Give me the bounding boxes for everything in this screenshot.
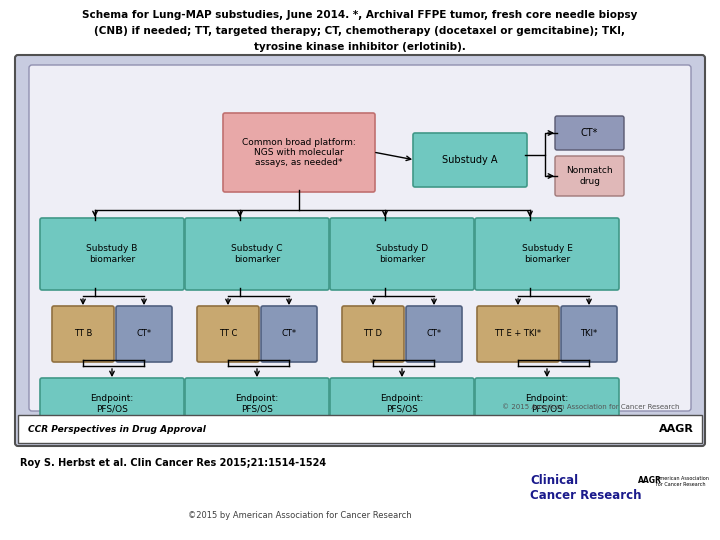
Text: TKI*: TKI* (580, 329, 598, 339)
FancyBboxPatch shape (223, 113, 375, 192)
Text: TT D: TT D (364, 329, 382, 339)
Text: Nonmatch
drug: Nonmatch drug (566, 166, 613, 186)
Text: Substudy C
biomarker: Substudy C biomarker (231, 244, 283, 264)
Text: CT*: CT* (426, 329, 441, 339)
Text: CT*: CT* (581, 128, 598, 138)
FancyBboxPatch shape (477, 306, 559, 362)
FancyBboxPatch shape (29, 65, 691, 411)
FancyBboxPatch shape (15, 55, 705, 446)
FancyBboxPatch shape (342, 306, 404, 362)
Text: AAGR: AAGR (638, 476, 662, 485)
Text: Roy S. Herbst et al. Clin Cancer Res 2015;21:1514-1524: Roy S. Herbst et al. Clin Cancer Res 201… (20, 458, 326, 468)
FancyBboxPatch shape (475, 378, 619, 430)
Text: Substudy E
biomarker: Substudy E biomarker (521, 244, 572, 264)
Text: Substudy A: Substudy A (442, 155, 498, 165)
FancyBboxPatch shape (475, 218, 619, 290)
FancyBboxPatch shape (185, 378, 329, 430)
FancyBboxPatch shape (185, 218, 329, 290)
Text: tyrosine kinase inhibitor (erlotinib).: tyrosine kinase inhibitor (erlotinib). (254, 42, 466, 52)
FancyBboxPatch shape (330, 378, 474, 430)
Text: (CNB) if needed; TT, targeted therapy; CT, chemotherapy (docetaxel or gemcitabin: (CNB) if needed; TT, targeted therapy; C… (94, 26, 626, 36)
Text: CCR Perspectives in Drug Approval: CCR Perspectives in Drug Approval (28, 424, 206, 434)
FancyBboxPatch shape (40, 378, 184, 430)
Text: Endpoint:
PFS/OS: Endpoint: PFS/OS (380, 394, 423, 414)
FancyBboxPatch shape (116, 306, 172, 362)
Text: Clinical
Cancer Research: Clinical Cancer Research (530, 474, 642, 502)
Text: Endpoint:
PFS/OS: Endpoint: PFS/OS (235, 394, 279, 414)
Text: TT C: TT C (219, 329, 237, 339)
Text: CT*: CT* (136, 329, 152, 339)
FancyBboxPatch shape (406, 306, 462, 362)
Text: ©2015 by American Association for Cancer Research: ©2015 by American Association for Cancer… (188, 511, 412, 520)
FancyBboxPatch shape (52, 306, 114, 362)
Text: TT E + TKI*: TT E + TKI* (495, 329, 541, 339)
FancyBboxPatch shape (261, 306, 317, 362)
FancyBboxPatch shape (561, 306, 617, 362)
Text: Common broad platform:
NGS with molecular
assays, as needed*: Common broad platform: NGS with molecula… (242, 138, 356, 167)
Text: Endpoint:
PFS/OS: Endpoint: PFS/OS (526, 394, 569, 414)
Text: Schema for Lung-MAP substudies, June 2014. *, Archival FFPE tumor, fresh core ne: Schema for Lung-MAP substudies, June 201… (82, 10, 638, 20)
Text: Endpoint:
PFS/OS: Endpoint: PFS/OS (91, 394, 134, 414)
FancyBboxPatch shape (40, 218, 184, 290)
FancyBboxPatch shape (330, 218, 474, 290)
Text: American Association
for Cancer Research: American Association for Cancer Research (656, 476, 709, 487)
Bar (18, 415, 702, 443)
Text: Substudy D
biomarker: Substudy D biomarker (376, 244, 428, 264)
FancyBboxPatch shape (555, 156, 624, 196)
FancyBboxPatch shape (197, 306, 259, 362)
Text: AAGR: AAGR (659, 424, 694, 434)
FancyBboxPatch shape (555, 116, 624, 150)
Text: Substudy B
biomarker: Substudy B biomarker (86, 244, 138, 264)
FancyBboxPatch shape (413, 133, 527, 187)
Text: © 2015 American Association for Cancer Research: © 2015 American Association for Cancer R… (503, 404, 680, 410)
Text: CT*: CT* (282, 329, 297, 339)
Text: TT B: TT B (74, 329, 92, 339)
